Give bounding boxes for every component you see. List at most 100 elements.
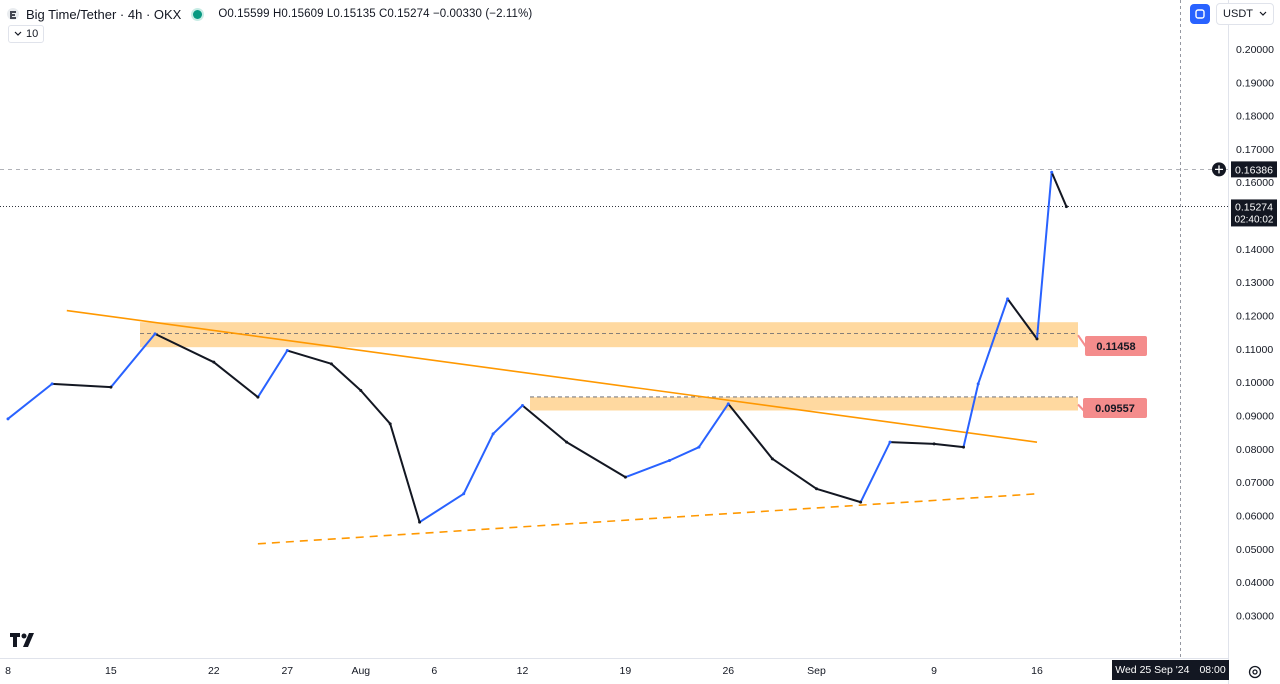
price-segment-24 xyxy=(962,382,980,449)
price-point-14 xyxy=(565,440,569,444)
x-tick-label-2: 22 xyxy=(208,665,220,677)
price-point-10 xyxy=(418,520,422,524)
indicator-count: 10 xyxy=(26,28,39,40)
price-point-21 xyxy=(859,500,863,504)
settings-gear-icon[interactable] xyxy=(1247,664,1263,680)
y-tick-label-5: 0.16000 xyxy=(1236,177,1274,189)
price-segment-25 xyxy=(977,297,1009,385)
price-point-27 xyxy=(1035,337,1039,341)
x-tick-label-3: 27 xyxy=(281,665,293,677)
price-segment-12 xyxy=(492,404,524,435)
price-segment-0 xyxy=(7,382,54,420)
crosshair-price-badge xyxy=(1231,161,1277,178)
x-tick-label-11: 16 xyxy=(1031,665,1043,677)
price-point-17 xyxy=(697,445,701,449)
price-point-29 xyxy=(1064,205,1068,209)
price-segment-27 xyxy=(1036,171,1053,340)
y-tick-label-3: 0.18000 xyxy=(1236,111,1274,123)
sync-icon xyxy=(1195,9,1205,19)
price-point-20 xyxy=(815,487,818,491)
price-segment-18 xyxy=(727,402,774,460)
last-price-label: 0.15274 xyxy=(1235,201,1273,213)
lower-trendline-dashed xyxy=(257,493,1038,545)
price-point-2 xyxy=(109,385,113,389)
price-point-8 xyxy=(359,389,363,393)
currency-label: USDT xyxy=(1223,8,1253,20)
crosshair-date: Wed 25 Sep '24 xyxy=(1115,664,1190,676)
price-point-0 xyxy=(6,417,10,421)
price-point-28 xyxy=(1050,170,1054,174)
y-tick-label-2: 0.19000 xyxy=(1236,77,1274,89)
price-segment-20 xyxy=(815,487,862,504)
price-segment-6 xyxy=(286,349,333,365)
y-tick-label-14: 0.07000 xyxy=(1236,477,1274,489)
symbol-logo-icon xyxy=(7,8,19,20)
price-segment-4 xyxy=(212,361,259,399)
sync-button[interactable] xyxy=(1190,4,1211,24)
y-tick-label-11: 0.10000 xyxy=(1236,377,1274,389)
tradingview-logo-icon xyxy=(10,633,34,647)
price-point-1 xyxy=(50,382,54,386)
price-segment-10 xyxy=(418,492,465,524)
y-tick-label-16: 0.05000 xyxy=(1236,544,1274,556)
price-segment-13 xyxy=(521,404,568,444)
y-tick-label-9: 0.12000 xyxy=(1236,311,1274,323)
callout-label-0: 0.11458 xyxy=(1096,341,1135,353)
y-tick-label-18: 0.03000 xyxy=(1236,610,1274,622)
chevron-down-icon xyxy=(1259,11,1267,16)
y-tick-label-8: 0.13000 xyxy=(1236,277,1274,289)
price-segment-15 xyxy=(624,459,671,479)
y-tick-label-10: 0.11000 xyxy=(1236,344,1273,356)
x-tick-label-6: 12 xyxy=(517,665,529,677)
crosshair-price-label: 0.16386 xyxy=(1235,164,1273,176)
price-point-13 xyxy=(521,404,524,408)
price-segment-11 xyxy=(462,432,495,495)
price-segment-23 xyxy=(933,442,965,449)
y-tick-label-12: 0.09000 xyxy=(1236,411,1274,423)
price-segment-17 xyxy=(697,402,730,449)
price-segment-3 xyxy=(154,332,215,364)
ohlc-readout: O0.15599 H0.15609 L0.15135 C0.15274 −0.0… xyxy=(218,8,533,20)
price-point-24 xyxy=(962,445,965,449)
price-point-18 xyxy=(726,402,730,406)
upper-trendline xyxy=(66,309,1038,443)
price-segment-14 xyxy=(565,441,627,479)
callout-box-1 xyxy=(1083,398,1147,418)
price-point-19 xyxy=(770,457,774,461)
price-segment-9 xyxy=(389,422,421,524)
price-point-3 xyxy=(153,332,157,336)
support-zone-0 xyxy=(140,322,1078,348)
price-point-26 xyxy=(1006,297,1010,301)
x-tick-label-4: Aug xyxy=(351,665,370,677)
bar-countdown-label: 02:40:02 xyxy=(1235,214,1274,225)
price-segment-8 xyxy=(359,389,392,425)
x-tick-label-9: Sep xyxy=(807,665,826,677)
x-tick-label-10: 9 xyxy=(931,665,937,677)
crosshair-time: 08:00 xyxy=(1199,664,1226,676)
callout-box-0 xyxy=(1085,336,1147,356)
price-point-23 xyxy=(932,442,936,446)
price-point-4 xyxy=(212,360,216,364)
y-tick-label-17: 0.04000 xyxy=(1236,577,1274,589)
symbol-title[interactable]: Big Time/Tether · 4h · OKX xyxy=(26,6,182,22)
chevron-down-icon xyxy=(14,31,22,36)
x-tick-label-0: 8 xyxy=(5,665,11,677)
support-zone-1 xyxy=(530,397,1078,411)
price-segment-5 xyxy=(256,349,289,399)
y-tick-label-13: 0.08000 xyxy=(1236,444,1274,456)
add-alert-plus-glyph xyxy=(1215,165,1223,174)
callout-label-1: 0.09557 xyxy=(1095,403,1135,415)
price-segment-16 xyxy=(668,446,700,462)
price-point-7 xyxy=(329,362,333,366)
currency-select[interactable]: USDT xyxy=(1216,3,1274,25)
indicator-collapse-button[interactable]: 10 xyxy=(8,25,45,43)
price-point-22 xyxy=(888,440,892,444)
x-tick-label-5: 6 xyxy=(431,665,437,677)
price-segment-21 xyxy=(859,441,891,504)
y-tick-label-4: 0.17000 xyxy=(1236,144,1274,156)
price-segment-28 xyxy=(1050,171,1068,208)
y-tick-label-15: 0.06000 xyxy=(1236,510,1274,522)
chart-header: Big Time/Tether · 4h · OKX O0.15599 H0.1… xyxy=(6,5,532,23)
price-point-15 xyxy=(623,475,627,479)
